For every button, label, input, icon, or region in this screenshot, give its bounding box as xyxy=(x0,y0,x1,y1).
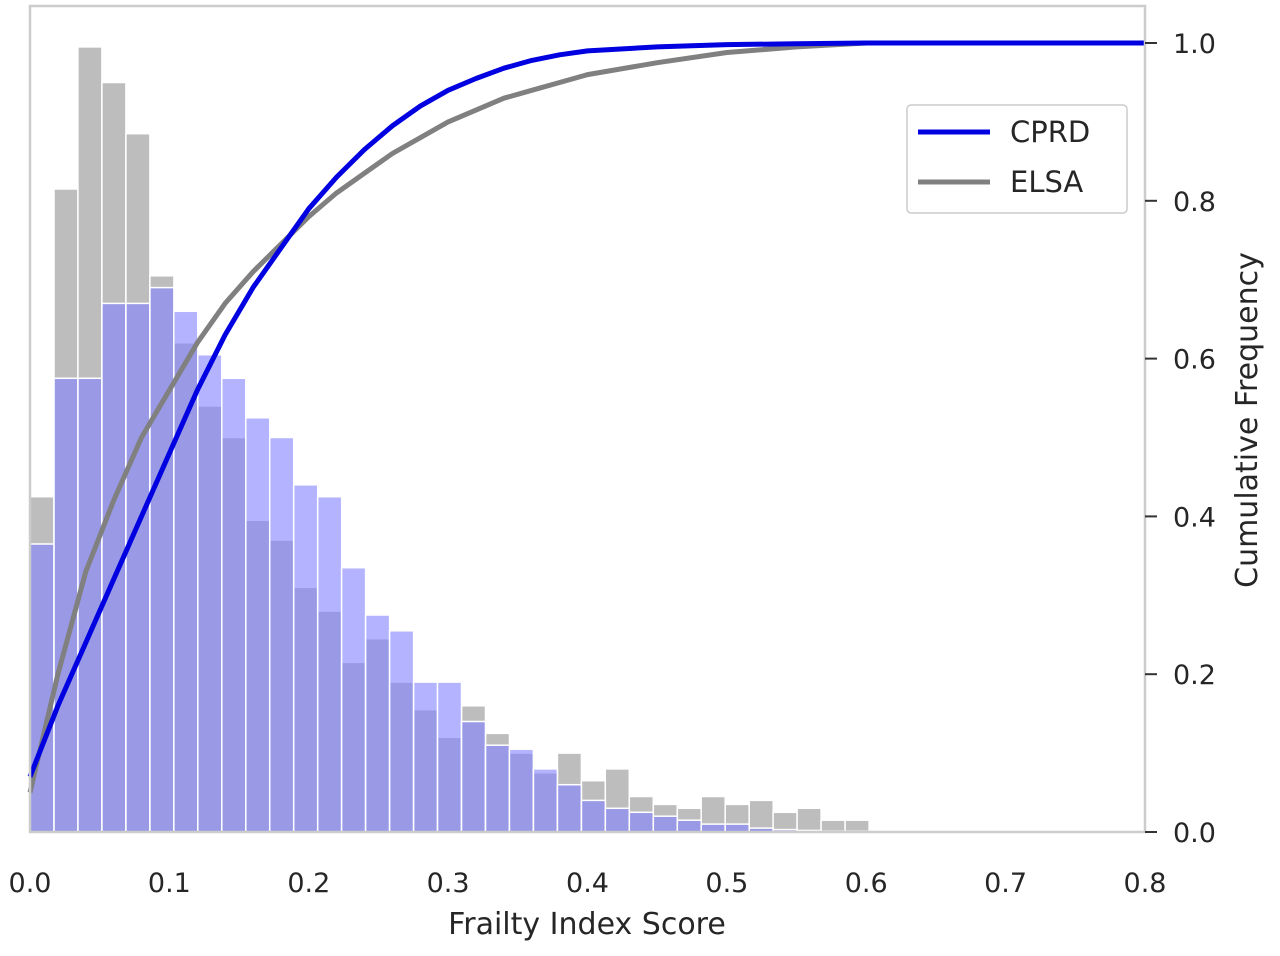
line-elsa xyxy=(27,40,1145,794)
x-tick-label: 0.8 xyxy=(1124,868,1167,899)
bar-cprd-25 xyxy=(628,811,655,833)
x-axis-title: Frailty Index Score xyxy=(448,907,726,942)
plot-frame xyxy=(28,4,1147,834)
bar-cprd-15 xyxy=(388,630,415,833)
y-tick-label: 0.4 xyxy=(1173,502,1216,533)
bar-cprd-2 xyxy=(77,377,103,833)
bar-cprd-26 xyxy=(652,815,679,833)
bar-cprd-7 xyxy=(197,353,223,833)
legend: CPRD ELSA xyxy=(906,104,1128,214)
legend-label-elsa: ELSA xyxy=(1010,165,1083,199)
y-axis-ticks-right: 0.0 0.2 0.4 0.6 0.8 1.0 xyxy=(1145,29,1216,849)
legend-label-cprd: CPRD xyxy=(1010,115,1090,149)
bar-cprd-14 xyxy=(364,614,391,833)
bar-cprd-23 xyxy=(580,799,607,833)
bar-cprd-4 xyxy=(125,302,151,833)
bar-cprd-1 xyxy=(53,377,79,833)
cumulative-lines xyxy=(27,40,1145,794)
bar-cprd-21 xyxy=(532,768,559,833)
bar-cprd-8 xyxy=(221,377,247,833)
y-tick-label: 0.0 xyxy=(1173,818,1216,849)
bar-cprd-16 xyxy=(412,681,439,833)
y-tick-label: 0.2 xyxy=(1173,660,1216,691)
y-axis-title-right: Cumulative Frequency xyxy=(1230,252,1265,588)
x-tick-label: 0.0 xyxy=(9,868,52,899)
bar-cprd-13 xyxy=(340,566,367,833)
x-tick-label: 0.2 xyxy=(287,868,330,899)
x-tick-label: 0.4 xyxy=(566,868,609,899)
bar-cprd-27 xyxy=(676,819,703,833)
bar-cprd-22 xyxy=(556,783,583,833)
bar-cprd-19 xyxy=(484,744,511,833)
bar-elsa-34 xyxy=(844,819,870,833)
x-tick-label: 0.1 xyxy=(148,868,191,899)
x-tick-label: 0.5 xyxy=(705,868,748,899)
histogram-bars xyxy=(29,46,870,833)
bar-cprd-12 xyxy=(316,495,343,833)
x-tick-label: 0.6 xyxy=(845,868,888,899)
y-tick-label: 1.0 xyxy=(1173,29,1216,60)
bar-elsa-32 xyxy=(796,807,822,833)
bar-cprd-11 xyxy=(292,484,319,833)
bar-cprd-6 xyxy=(173,310,199,833)
bar-cprd-17 xyxy=(436,681,463,833)
bar-cprd-18 xyxy=(460,720,487,833)
bar-cprd-5 xyxy=(149,286,175,833)
x-tick-label: 0.7 xyxy=(984,868,1027,899)
bar-cprd-10 xyxy=(268,436,295,833)
x-axis-ticks: 0.0 0.1 0.2 0.3 0.4 0.5 0.6 0.7 0.8 xyxy=(9,868,1167,899)
y-tick-label: 0.8 xyxy=(1173,187,1216,218)
line-cprd xyxy=(27,40,1145,778)
bar-cprd-0 xyxy=(29,543,55,833)
x-tick-label: 0.3 xyxy=(427,868,470,899)
bar-cprd-9 xyxy=(245,417,271,833)
y-tick-label: 0.6 xyxy=(1173,345,1216,376)
bar-elsa-33 xyxy=(820,819,846,833)
bar-cprd-24 xyxy=(604,807,631,833)
bar-elsa-30 xyxy=(748,799,774,833)
bar-cprd-20 xyxy=(508,748,535,833)
bar-cprd-3 xyxy=(101,302,127,833)
